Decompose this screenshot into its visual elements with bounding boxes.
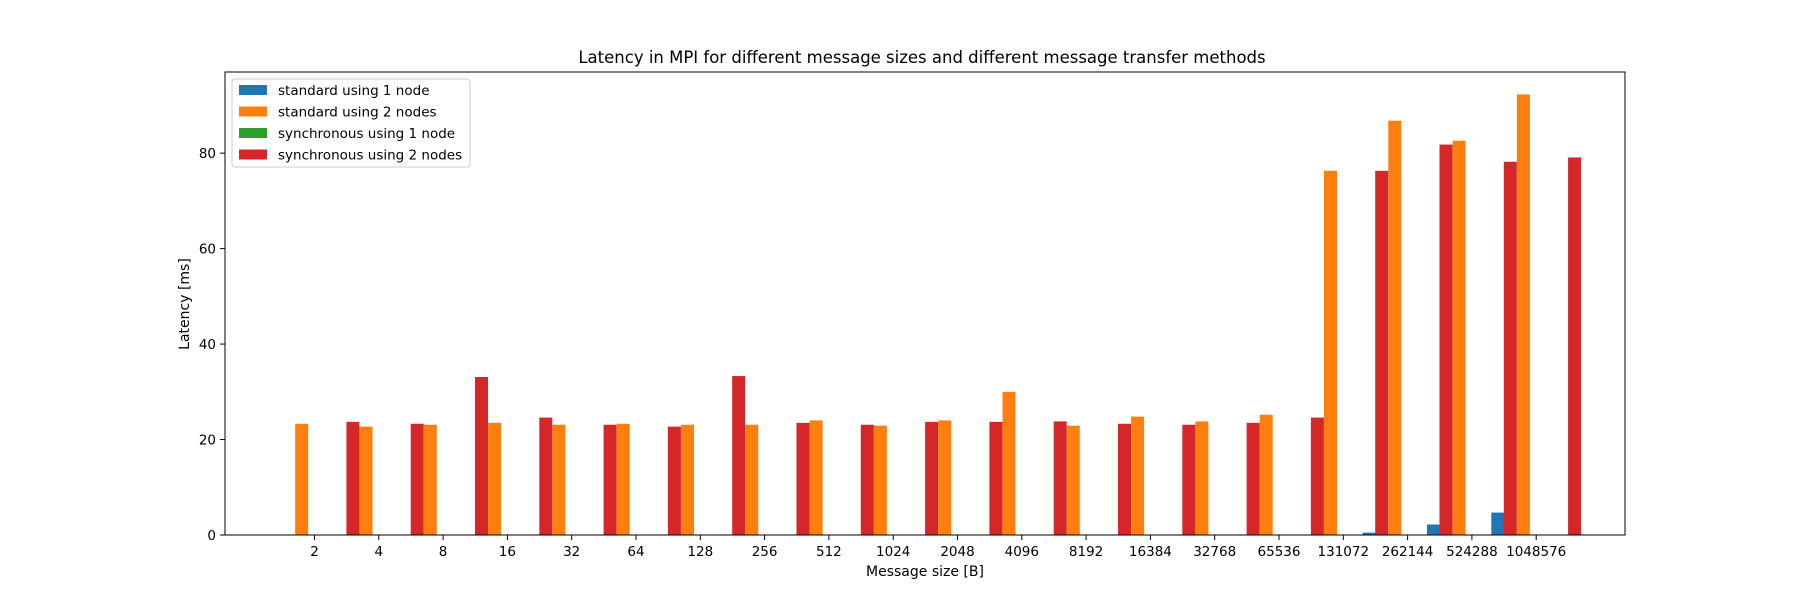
- x-tick-label: 524288: [1446, 544, 1498, 560]
- bar-synchronous-using-2-nodes-2: [346, 421, 360, 535]
- bar-standard-using-2-nodes-1024: [873, 425, 887, 535]
- x-tick-label: 64: [627, 544, 644, 560]
- bar-standard-using-2-nodes-2: [295, 423, 309, 535]
- y-tick-label: 60: [199, 242, 216, 258]
- legend-frame: [231, 78, 471, 168]
- y-tick-label: 20: [199, 433, 216, 449]
- x-tick-label: 1024: [876, 544, 910, 560]
- bar-synchronous-using-2-nodes-1024: [925, 421, 939, 535]
- x-tick-label: 32: [563, 544, 580, 560]
- bar-synchronous-using-2-nodes-16384: [1182, 424, 1196, 535]
- bar-standard-using-2-nodes-2048: [938, 420, 952, 535]
- bar-synchronous-using-2-nodes-8192: [1118, 423, 1131, 535]
- bar-standard-using-1-node-1048576: [1491, 512, 1505, 535]
- axes-frame: [224, 71, 1626, 536]
- bar-synchronous-using-2-nodes-32768: [1246, 422, 1260, 535]
- bar-standard-using-2-nodes-4: [359, 426, 373, 535]
- x-tick-label: 8192: [1069, 544, 1103, 560]
- x-tick-label: 256: [752, 544, 778, 560]
- x-axis-ticks: 2 4 8 16 32 64 128 256 512 1024 2048 4096 8192 16384 3…: [310, 535, 1566, 560]
- bar-standard-using-2-nodes-128: [681, 424, 694, 535]
- bar-standard-using-2-nodes-8: [423, 424, 437, 535]
- bar-standard-using-1-node-262144: [1362, 532, 1376, 535]
- bar-synchronous-using-2-nodes-262144: [1439, 144, 1453, 536]
- bar-standard-using-2-nodes-256: [745, 424, 759, 535]
- bar-standard-using-2-nodes-1048576: [1516, 94, 1530, 536]
- chart-title: Latency in MPI for different message siz…: [578, 48, 1265, 67]
- legend-swatch: [239, 128, 267, 138]
- x-axis-label: Message size [B]: [866, 564, 984, 580]
- bar-synchronous-using-2-nodes-524288: [1503, 161, 1517, 536]
- legend-label: synchronous using 2 nodes: [278, 148, 462, 164]
- y-axis-label: Latency [ms]: [177, 258, 193, 350]
- legend-label: standard using 1 node: [278, 83, 430, 99]
- bar-standard-using-2-nodes-16: [488, 422, 502, 535]
- legend: standard using 1 node standard using 2 no…: [231, 78, 471, 168]
- x-tick-label: 8: [439, 544, 448, 560]
- legend-swatch: [239, 85, 267, 95]
- legend-label: synchronous using 1 node: [278, 126, 455, 142]
- bar-synchronous-using-2-nodes-2048: [989, 421, 1003, 535]
- x-tick-label: 65536: [1258, 544, 1301, 560]
- bar-standard-using-2-nodes-32768: [1195, 421, 1209, 535]
- bar-synchronous-using-2-nodes-256: [796, 422, 810, 535]
- bar-synchronous-using-2-nodes-1048576: [1568, 157, 1582, 535]
- x-tick-label: 512: [816, 544, 842, 560]
- bar-standard-using-2-nodes-524288: [1452, 140, 1466, 536]
- bar-standard-using-1-node-524288: [1427, 524, 1440, 535]
- x-tick-label: 131072: [1318, 544, 1370, 560]
- bar-standard-using-2-nodes-65536: [1259, 414, 1273, 535]
- bar-synchronous-using-2-nodes-16: [539, 417, 553, 535]
- x-tick-label: 262144: [1382, 544, 1434, 560]
- bar-synchronous-using-2-nodes-128: [732, 376, 746, 535]
- bar-synchronous-using-2-nodes-65536: [1310, 417, 1324, 535]
- legend-swatch: [239, 106, 267, 117]
- bar-synchronous-using-2-nodes-32: [603, 424, 617, 535]
- bar-synchronous-using-2-nodes-8: [475, 377, 488, 535]
- x-tick-label: 16: [499, 544, 516, 560]
- bar-standard-using-2-nodes-64: [616, 423, 630, 535]
- plot-area: 2 4 8 16 32 64 128 256 512 1024 2048 4096 8192 16384 3…: [199, 71, 1626, 560]
- x-tick-label: 2048: [940, 544, 974, 560]
- x-tick-label: 4096: [1005, 544, 1039, 560]
- bar-standard-using-2-nodes-131072: [1324, 170, 1337, 535]
- y-axis-ticks: 0 20 40 60 80: [199, 146, 225, 544]
- y-tick-label: 80: [199, 146, 216, 162]
- x-tick-label: 4: [375, 544, 384, 560]
- x-tick-label: 2: [310, 544, 319, 560]
- bar-standard-using-2-nodes-8192: [1066, 425, 1080, 535]
- bar-synchronous-using-2-nodes-4: [410, 423, 424, 535]
- bars: [269, 94, 1582, 536]
- bar-standard-using-2-nodes-16384: [1131, 416, 1145, 535]
- bar-synchronous-using-2-nodes-4096: [1053, 421, 1067, 535]
- bar-standard-using-2-nodes-512: [809, 420, 823, 535]
- x-tick-label: 16384: [1129, 544, 1172, 560]
- y-tick-label: 40: [199, 337, 216, 353]
- bar-synchronous-using-2-nodes-512: [860, 424, 874, 535]
- bar-standard-using-2-nodes-4096: [1002, 391, 1016, 535]
- legend-label: standard using 2 nodes: [278, 105, 437, 121]
- bar-standard-using-2-nodes-262144: [1388, 120, 1402, 535]
- x-tick-label: 128: [687, 544, 713, 560]
- bar-standard-using-2-nodes-32: [552, 424, 566, 535]
- y-tick-label: 0: [207, 528, 216, 544]
- legend-swatch: [239, 149, 267, 160]
- bar-synchronous-using-2-nodes-131072: [1375, 170, 1389, 535]
- x-tick-label: 1048576: [1506, 544, 1566, 560]
- x-tick-label: 32768: [1193, 544, 1236, 560]
- bar-synchronous-using-2-nodes-64: [667, 426, 681, 535]
